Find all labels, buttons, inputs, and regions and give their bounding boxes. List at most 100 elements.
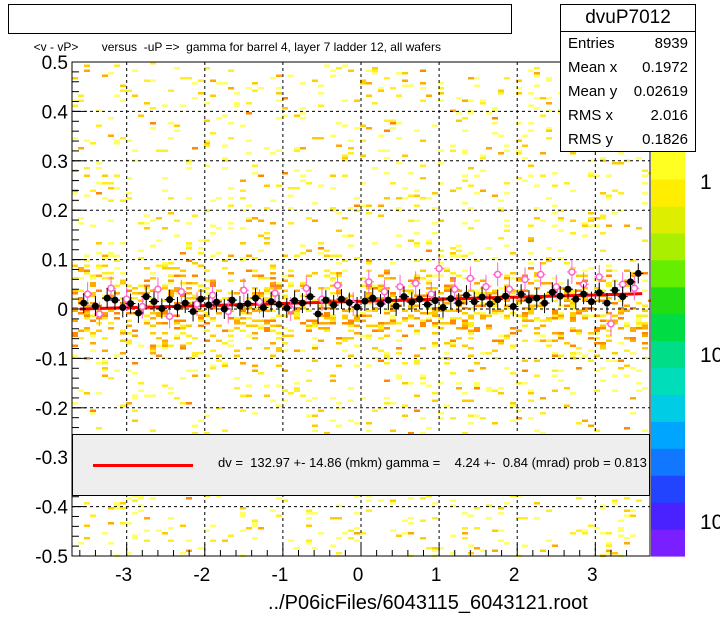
- density-cell: [528, 69, 534, 72]
- density-cell: [444, 322, 450, 325]
- density-cell: [210, 367, 216, 370]
- density-cell: [498, 207, 504, 210]
- density-cell: [120, 89, 126, 92]
- density-cell: [210, 307, 216, 310]
- density-cell: [486, 387, 492, 390]
- density-cell: [120, 404, 126, 407]
- density-cell: [474, 259, 480, 262]
- filled-data-point: [127, 300, 135, 308]
- density-cell: [186, 282, 192, 285]
- density-cell: [378, 322, 384, 325]
- density-cell: [282, 294, 288, 297]
- density-cell: [438, 254, 444, 257]
- density-cell: [150, 312, 156, 315]
- density-cell: [90, 282, 96, 285]
- density-cell: [450, 342, 456, 345]
- density-cell: [636, 157, 642, 160]
- density-cell: [396, 72, 402, 75]
- density-cell: [288, 194, 294, 197]
- density-cell: [462, 392, 468, 395]
- density-cell: [210, 279, 216, 282]
- density-cell: [576, 497, 582, 500]
- density-cell: [180, 77, 186, 80]
- density-cell: [348, 309, 354, 312]
- density-cell: [438, 149, 444, 152]
- density-cell: [606, 544, 612, 547]
- density-cell: [258, 174, 264, 177]
- density-cell: [72, 319, 78, 322]
- density-cell: [618, 529, 624, 532]
- density-cell: [270, 277, 276, 280]
- density-cell: [120, 137, 126, 140]
- density-cell: [426, 312, 432, 315]
- density-cell: [630, 274, 636, 277]
- histogram-title-text: <v - vP> versus -uP => gamma for barrel …: [33, 40, 441, 54]
- density-cell: [126, 197, 132, 200]
- density-cell: [132, 287, 138, 290]
- density-cell: [78, 147, 84, 150]
- density-cell: [372, 329, 378, 332]
- density-cell: [546, 282, 552, 285]
- density-cell: [390, 292, 396, 295]
- density-cell: [462, 117, 468, 120]
- density-cell: [564, 342, 570, 345]
- density-cell: [174, 129, 180, 132]
- density-cell: [348, 322, 354, 325]
- density-cell: [492, 339, 498, 342]
- density-cell: [126, 497, 132, 500]
- density-cell: [96, 167, 102, 170]
- density-cell: [192, 97, 198, 100]
- density-cell: [372, 284, 378, 287]
- x-tick-label: -3: [115, 565, 132, 586]
- density-cell: [330, 544, 336, 547]
- density-cell: [186, 167, 192, 170]
- density-cell: [228, 197, 234, 200]
- density-cell: [72, 277, 78, 280]
- density-cell: [546, 339, 552, 342]
- stats-label: Entries: [568, 35, 615, 52]
- density-cell: [312, 344, 318, 347]
- density-cell: [450, 317, 456, 320]
- density-cell: [480, 304, 486, 307]
- density-cell: [624, 364, 630, 367]
- density-cell: [294, 114, 300, 117]
- density-cell: [204, 312, 210, 315]
- density-cell: [570, 344, 576, 347]
- density-cell: [636, 389, 642, 392]
- density-cell: [462, 179, 468, 182]
- density-cell: [426, 319, 432, 322]
- density-cell: [108, 117, 114, 120]
- density-cell: [306, 379, 312, 382]
- density-cell: [144, 102, 150, 105]
- open-data-point: [177, 287, 186, 296]
- density-cell: [282, 349, 288, 352]
- density-cell: [240, 189, 246, 192]
- density-cell: [204, 314, 210, 317]
- density-cell: [330, 314, 336, 317]
- density-cell: [336, 537, 342, 540]
- density-cell: [516, 139, 522, 142]
- density-cell: [354, 332, 360, 335]
- density-cell: [612, 499, 618, 502]
- density-cell: [438, 417, 444, 420]
- density-cell: [144, 214, 150, 217]
- density-cell: [432, 207, 438, 210]
- density-cell: [264, 297, 270, 300]
- density-cell: [642, 387, 648, 390]
- density-cell: [174, 334, 180, 337]
- density-cell: [264, 309, 270, 312]
- density-cell: [576, 529, 582, 532]
- density-cell: [210, 364, 216, 367]
- density-cell: [390, 182, 396, 185]
- filled-data-point: [142, 293, 150, 301]
- density-cell: [192, 374, 198, 377]
- density-cell: [270, 222, 276, 225]
- density-cell: [618, 309, 624, 312]
- density-cell: [126, 89, 132, 92]
- density-cell: [324, 329, 330, 332]
- palette-cell: [651, 394, 685, 422]
- density-cell: [534, 107, 540, 110]
- density-cell: [582, 309, 588, 312]
- density-cell: [246, 317, 252, 320]
- density-cell: [564, 297, 570, 300]
